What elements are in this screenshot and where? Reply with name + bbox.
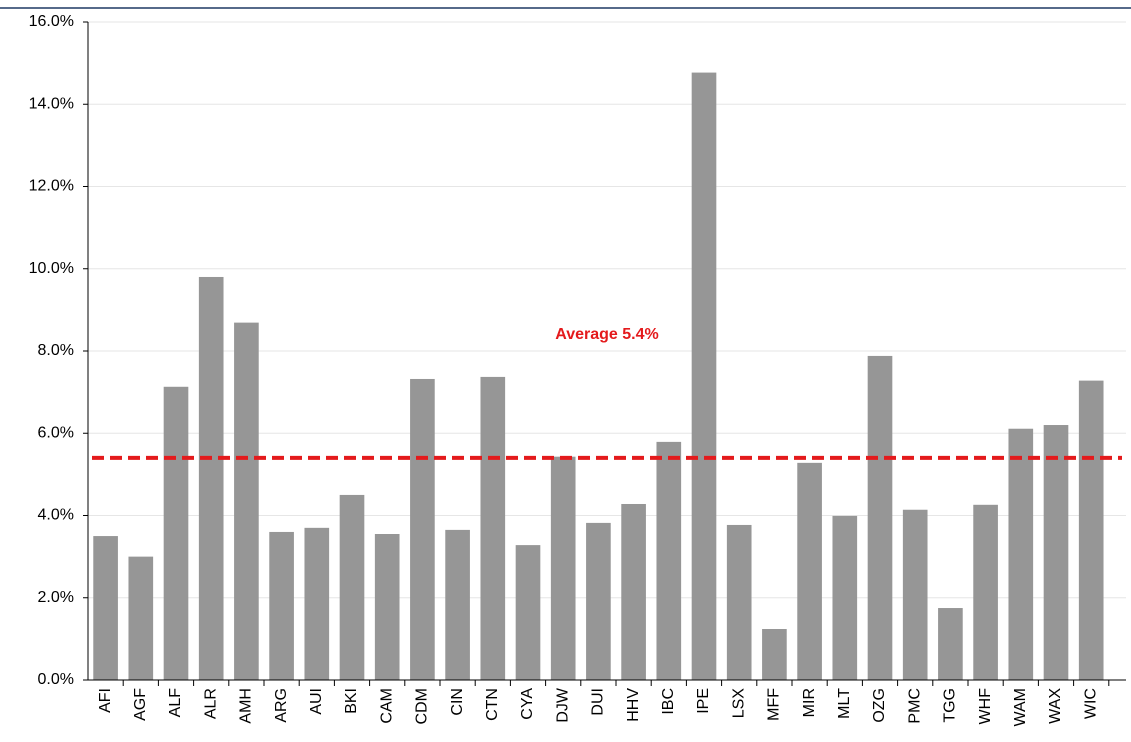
bar [163,386,189,680]
bar [304,527,330,680]
bar [762,629,787,680]
bar [198,276,224,680]
x-tick-label: LSX [730,688,747,719]
bar [410,378,435,680]
bar [902,509,928,680]
y-tick-label: 8.0% [38,342,74,359]
x-tick-label: DJW [554,687,571,723]
bar [621,503,646,680]
x-tick-label: AMH [238,688,255,724]
x-tick-label: WIC [1082,688,1099,719]
bar [1078,380,1104,680]
x-tick-label: AFI [97,688,114,713]
bar [586,522,611,680]
x-tick-label: MFF [766,688,783,721]
x-tick-label: IBC [660,688,677,715]
x-tick-label: CTN [484,688,501,721]
x-tick-label: AUI [308,688,325,715]
x-tick-label: WHF [977,688,994,725]
y-tick-label: 14.0% [29,95,74,112]
x-tick-label: CDM [414,688,431,724]
bar [832,515,858,680]
y-tick-label: 16.0% [29,13,74,30]
bar [691,72,717,681]
bar [1043,425,1069,680]
bar [269,531,294,680]
bar [656,441,682,680]
x-tick-label: TGG [942,688,959,723]
x-tick-label: CAM [378,688,395,724]
x-tick-label: MLT [836,688,853,719]
x-tick-label: DUI [590,688,607,716]
bar [867,355,893,680]
bar [938,608,963,680]
bar [550,456,576,680]
x-tick-label: OZG [871,688,888,723]
bar [339,494,365,680]
x-tick-label: ALF [167,688,184,718]
bar [480,376,506,680]
bar [515,545,541,680]
y-tick-label: 2.0% [38,589,74,606]
x-tick-label: WAX [1047,688,1064,724]
annotation: Average 5.4% [555,326,658,343]
x-tick-label: CYA [519,688,536,720]
x-tick-label: WAM [1012,688,1029,727]
x-tick-label: HHV [625,688,642,722]
bar [1008,428,1034,680]
y-tick-label: 0.0% [38,671,74,688]
bar [234,322,259,680]
bar [797,462,822,680]
x-tick-label: ALR [202,688,219,719]
bar [128,556,154,680]
x-tick-label: CIN [449,688,466,716]
bar [973,504,998,680]
bar [445,529,470,680]
bar [93,536,118,680]
x-tick-label: IPE [695,688,712,714]
y-tick-label: 10.0% [29,260,74,277]
x-tick-label: BKI [343,688,360,714]
y-tick-label: 4.0% [38,507,74,524]
x-tick-label: MIR [801,688,818,717]
y-tick-label: 12.0% [29,178,74,195]
x-tick-label: ARG [273,688,290,723]
x-tick-label: AGF [132,688,149,721]
x-tick-label: PMC [906,688,923,724]
y-tick-label: 6.0% [38,424,74,441]
bar [374,534,400,680]
bar [726,524,752,680]
